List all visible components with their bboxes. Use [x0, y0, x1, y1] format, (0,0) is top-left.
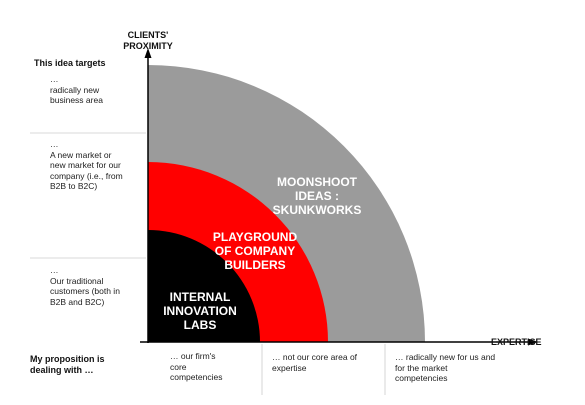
x-axis-arrowhead [528, 338, 538, 346]
y-axis-title: CLIENTS' PROXIMITY [123, 30, 173, 51]
x-level-radical: … radically new for us and for the marke… [395, 352, 496, 383]
zone-label-moonshoot: MOONSHOOT IDEAS : SKUNKWORKS [272, 175, 362, 217]
x-heading: My proposition is dealing with … [30, 354, 105, 375]
y-level-traditional: … Our traditional customers (both in B2B… [50, 265, 120, 307]
zone-label-playground: PLAYGROUND OF COMPANY BUILDERS [212, 230, 298, 272]
x-axis-title: EXPERTISE [491, 337, 542, 347]
y-level-radical: … radically new business area [50, 74, 103, 105]
y-heading: This idea targets [34, 58, 106, 68]
y-axis-arrowhead [144, 48, 152, 58]
zone-innovation-labs-arc [148, 230, 260, 342]
x-level-core: … our firm's core competencies [170, 351, 223, 382]
zone-label-innovation-labs: INTERNAL INNOVATION LABS [163, 290, 237, 332]
y-level-new-market: … A new market or new market for our com… [50, 139, 123, 191]
x-level-not-core: … not our core area of expertise [272, 352, 358, 373]
